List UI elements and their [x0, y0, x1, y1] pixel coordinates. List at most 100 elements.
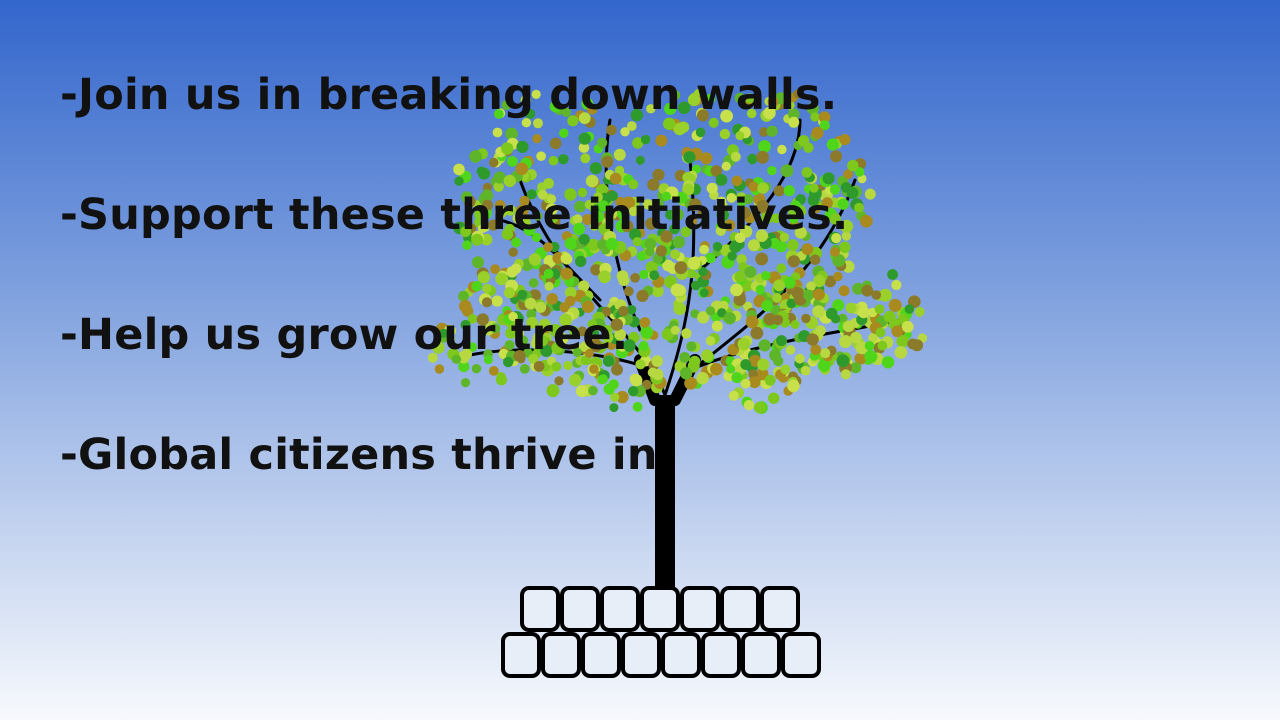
leaf	[584, 199, 595, 210]
leaf	[587, 327, 599, 339]
leaf	[578, 142, 590, 153]
leaf	[537, 189, 548, 200]
leaf	[671, 208, 684, 221]
brick	[720, 586, 760, 632]
leaf	[458, 290, 469, 302]
leaf	[818, 111, 831, 124]
leaf	[764, 374, 776, 386]
leaf	[490, 264, 500, 274]
leaf	[777, 144, 787, 155]
leaf	[728, 390, 739, 401]
leaf	[482, 283, 492, 294]
brick	[541, 632, 581, 678]
leaf	[740, 378, 751, 389]
leaf	[787, 239, 799, 251]
leaf	[794, 226, 807, 239]
leaf	[715, 225, 726, 236]
leaf	[690, 309, 700, 319]
leaf	[644, 237, 657, 250]
leaf	[726, 364, 736, 374]
leaf	[598, 270, 611, 284]
leaf	[622, 196, 635, 210]
leaf	[700, 152, 713, 165]
leaf	[577, 326, 588, 337]
leaf	[482, 199, 493, 211]
leaf	[683, 151, 696, 164]
leaf	[780, 164, 794, 178]
leaf	[649, 270, 660, 281]
leaf	[645, 246, 655, 257]
leaf	[578, 280, 590, 292]
leaf	[744, 266, 757, 278]
leaf	[801, 167, 813, 178]
leaf	[675, 191, 688, 204]
leaf	[467, 314, 478, 324]
leaf	[561, 253, 573, 265]
leaf	[578, 132, 591, 145]
leaf	[519, 195, 530, 206]
leaf	[533, 118, 543, 129]
leaf	[786, 298, 797, 309]
leaf	[864, 350, 878, 364]
brick	[781, 632, 821, 678]
leaf	[531, 232, 542, 242]
leaf	[837, 198, 849, 210]
leaf	[788, 108, 800, 121]
leaf	[654, 200, 664, 210]
leaf	[755, 252, 769, 266]
leaf	[776, 263, 787, 274]
leaf	[613, 148, 626, 161]
leaf	[577, 187, 588, 198]
leaf	[850, 331, 862, 344]
brick	[581, 632, 621, 678]
leaf	[757, 358, 770, 371]
leaf	[723, 312, 736, 325]
leaf	[810, 344, 822, 355]
leaf	[476, 313, 489, 326]
leaf	[887, 269, 898, 280]
leaf	[747, 239, 760, 252]
leaf	[837, 313, 848, 324]
leaf	[854, 353, 865, 364]
leaf	[632, 402, 643, 412]
leaf	[492, 127, 503, 138]
leaf	[843, 169, 854, 180]
leaf	[766, 125, 778, 137]
leaf	[582, 214, 594, 225]
leaf	[662, 259, 674, 272]
leaf	[596, 137, 608, 148]
leaf	[745, 315, 759, 329]
leaf	[460, 319, 471, 330]
leaf	[670, 249, 681, 260]
leaf	[564, 237, 577, 250]
leaf	[589, 162, 603, 175]
leaf	[626, 305, 637, 315]
leaf	[636, 251, 647, 261]
leaf	[554, 376, 564, 386]
leaf	[734, 271, 746, 283]
leaf	[787, 255, 800, 268]
leaf	[573, 222, 586, 235]
leaf	[779, 232, 789, 242]
leaf	[682, 183, 695, 196]
leaf	[519, 364, 530, 374]
leaf	[787, 379, 800, 393]
leaf	[833, 271, 843, 282]
leaf	[715, 174, 728, 186]
leaf	[822, 172, 835, 185]
leaf	[508, 311, 518, 322]
leaf	[587, 319, 598, 330]
leaf	[750, 326, 764, 340]
leaf	[803, 289, 815, 301]
leaf	[508, 247, 518, 257]
leaf	[603, 383, 615, 395]
leaf	[453, 163, 465, 176]
leaf	[616, 390, 629, 404]
leaf	[904, 304, 915, 314]
leaf	[628, 206, 639, 217]
leaf	[623, 339, 636, 352]
leaf	[569, 326, 579, 336]
leaf	[686, 341, 697, 352]
leaf	[758, 140, 771, 153]
leaf	[811, 203, 821, 214]
